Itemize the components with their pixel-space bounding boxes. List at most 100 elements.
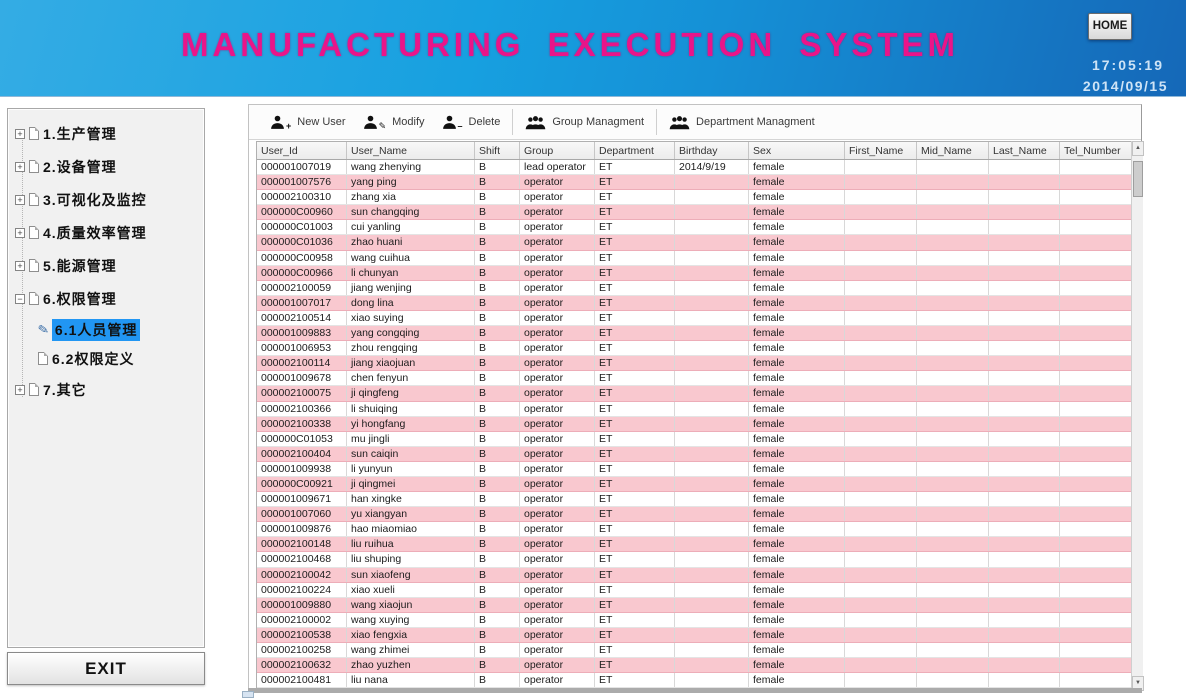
- new-user-button[interactable]: + New User: [261, 109, 354, 135]
- sidebar-item-7[interactable]: ✎ 6.1人员管理: [8, 315, 204, 344]
- sidebar-item-3[interactable]: +3.可视化及监控: [8, 183, 204, 216]
- column-header-first_name[interactable]: First_Name: [845, 142, 917, 159]
- cell-first_name: [845, 310, 917, 326]
- cell-user_name: wang zhenying: [347, 160, 475, 175]
- sidebar-item-6[interactable]: − 6.权限管理: [8, 282, 204, 315]
- column-header-department[interactable]: Department: [595, 142, 675, 159]
- column-header-tel_number[interactable]: Tel_Number: [1060, 142, 1135, 159]
- expand-plus-icon[interactable]: +: [15, 384, 25, 395]
- cell-tel_number: [1060, 627, 1135, 642]
- sidebar-item-5[interactable]: +5.能源管理: [8, 249, 204, 282]
- department-managment-button[interactable]: Department Managment: [661, 110, 823, 135]
- clock-date: 2014/09/15: [1082, 78, 1168, 94]
- cell-mid_name: [917, 537, 989, 552]
- cell-user_id: 000001009880: [257, 597, 347, 612]
- modify-button[interactable]: ✎ Modify: [354, 109, 433, 136]
- exit-button[interactable]: EXIT: [7, 652, 205, 685]
- cell-user_id: 000002100366: [257, 401, 347, 416]
- column-header-sex[interactable]: Sex: [749, 142, 845, 159]
- collapse-minus-icon[interactable]: −: [15, 293, 25, 304]
- new-user-label: New User: [297, 116, 346, 128]
- expand-plus-icon[interactable]: +: [15, 227, 25, 238]
- scrollbar-thumb[interactable]: [1133, 161, 1143, 197]
- cell-birthday: [675, 250, 749, 265]
- cell-first_name: [845, 250, 917, 265]
- vertical-scrollbar[interactable]: ▲ ▼: [1131, 141, 1144, 691]
- column-header-user_name[interactable]: User_Name: [347, 142, 475, 159]
- cell-mid_name: [917, 673, 989, 688]
- cell-shift: B: [475, 552, 520, 567]
- cell-department: ET: [595, 461, 675, 476]
- cell-group: operator: [520, 205, 595, 220]
- cell-last_name: [989, 537, 1060, 552]
- column-header-birthday[interactable]: Birthday: [675, 142, 749, 159]
- cell-birthday: [675, 416, 749, 431]
- expand-plus-icon[interactable]: +: [15, 260, 25, 271]
- cell-tel_number: [1060, 235, 1135, 250]
- cell-shift: B: [475, 597, 520, 612]
- expand-plus-icon[interactable]: +: [15, 161, 25, 172]
- expand-plus-icon[interactable]: +: [15, 194, 25, 205]
- sidebar-item-2[interactable]: +2.设备管理: [8, 150, 204, 183]
- cell-first_name: [845, 537, 917, 552]
- cell-mid_name: [917, 295, 989, 310]
- sidebar-item-8[interactable]: 6.2权限定义: [8, 344, 204, 373]
- group-managment-button[interactable]: Group Managment: [517, 110, 652, 135]
- cell-shift: B: [475, 371, 520, 386]
- column-header-user_id[interactable]: User_Id: [257, 142, 347, 159]
- delete-button[interactable]: – Delete: [433, 109, 509, 135]
- expand-plus-icon[interactable]: +: [15, 128, 25, 139]
- cell-last_name: [989, 280, 1060, 295]
- cell-birthday: [675, 673, 749, 688]
- cell-mid_name: [917, 522, 989, 537]
- column-header-shift[interactable]: Shift: [475, 142, 520, 159]
- column-header-group[interactable]: Group: [520, 142, 595, 159]
- sidebar-item-9[interactable]: +7.其它: [8, 373, 204, 406]
- cell-group: operator: [520, 310, 595, 326]
- column-header-mid_name[interactable]: Mid_Name: [917, 142, 989, 159]
- scroll-up-icon[interactable]: ▲: [1132, 141, 1144, 156]
- sidebar-item-1[interactable]: +1.生产管理: [8, 117, 204, 150]
- column-header-last_name[interactable]: Last_Name: [989, 142, 1060, 159]
- cell-first_name: [845, 446, 917, 461]
- cell-birthday: [675, 431, 749, 446]
- home-button[interactable]: HOME: [1088, 13, 1132, 40]
- sidebar-item-4[interactable]: +4.质量效率管理: [8, 216, 204, 249]
- cell-user_id: 000001007017: [257, 295, 347, 310]
